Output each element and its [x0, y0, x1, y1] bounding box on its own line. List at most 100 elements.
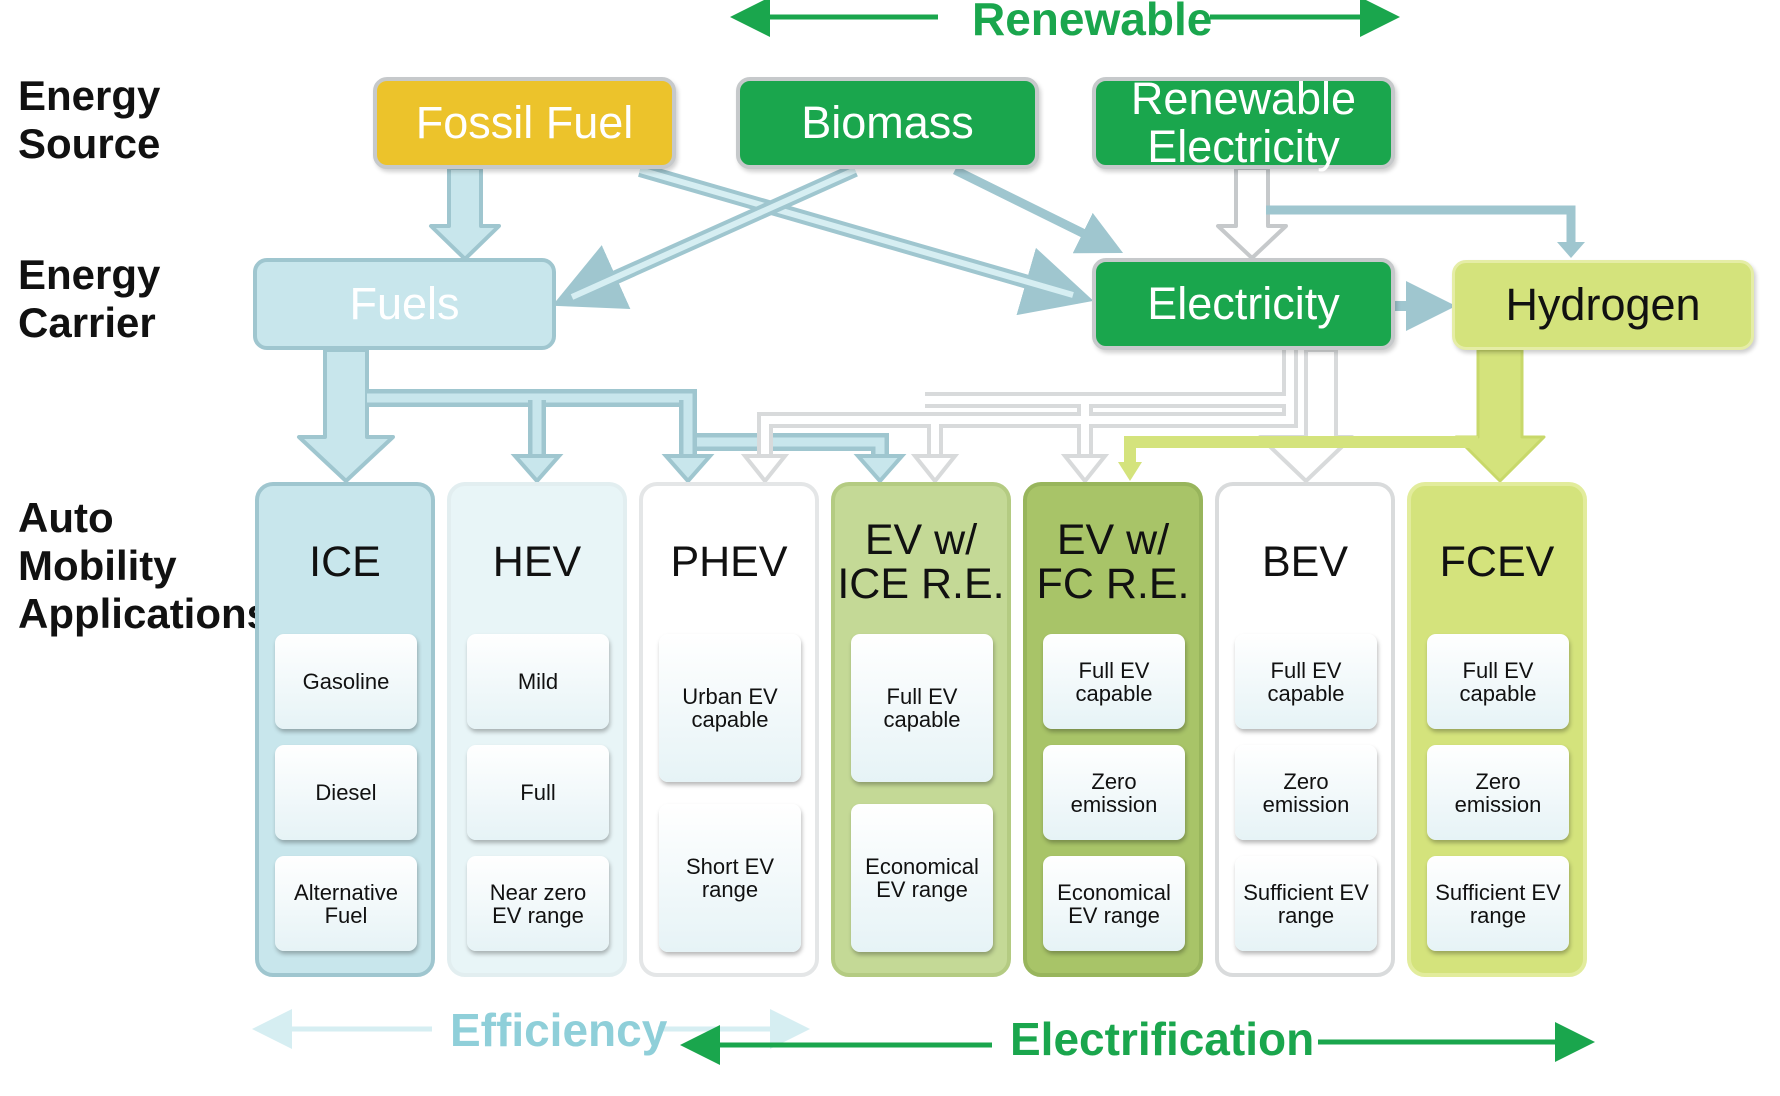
application-hev-item-mild: Mild: [467, 634, 609, 729]
item-text: Economical: [865, 854, 979, 879]
application-ice-item-diesel: Diesel: [275, 745, 417, 840]
item-text: Full: [520, 780, 556, 805]
item-text: capable: [883, 707, 961, 732]
source-renewable-label-line1: Renewable: [1130, 73, 1357, 124]
application-phev: PHEV Urban EV capable Short EV range: [639, 482, 819, 977]
item-text: emission: [1262, 791, 1350, 817]
application-hev-item-full: Full: [467, 745, 609, 840]
arrow-renewable-to-electricity: [1216, 166, 1288, 260]
item-text: Mild: [517, 669, 559, 694]
carrier-electricity: Electricity: [1092, 258, 1395, 350]
application-bev-title-text: BEV: [1261, 538, 1349, 586]
application-ev-ice-re-item-economical: Economical EV range: [851, 804, 993, 952]
application-bev-item-sufficient-ev: Sufficient EV range: [1235, 856, 1377, 951]
application-phev-title: PHEV: [643, 540, 815, 584]
application-ice: ICE Gasoline Diesel Alternative Fuel: [255, 482, 435, 977]
arrow-hydrogen-to-evfc: [1124, 436, 1478, 464]
application-ev-fc-re: EV w/ FC R.E. Full EV capable Zero emissio…: [1023, 482, 1203, 977]
row-label-energy-source-line2: Source: [18, 120, 161, 167]
carrier-hydrogen-label: Hydrogen: [1505, 279, 1701, 330]
arrow-electricity-to-evice-head: [910, 454, 960, 485]
application-ev-fc-re-item-economical: Economical EV range: [1043, 856, 1185, 951]
row-label-energy-source: Energy Source: [18, 72, 160, 168]
carrier-fuels: Fuels: [253, 258, 556, 350]
item-text: Economical: [1057, 879, 1171, 905]
application-fcev-item-full-ev: Full EV capable: [1427, 634, 1569, 729]
row-label-applications-line1: Auto: [18, 494, 114, 541]
application-fcev-title: FCEV: [1411, 540, 1583, 584]
application-hev-title-text: HEV: [492, 538, 582, 586]
source-renewable-electricity: Renewable Electricity: [1092, 73, 1395, 172]
item-text: Fuel: [324, 902, 368, 928]
application-hev-title: HEV: [451, 540, 623, 584]
arrow-fuels-to-phev-head: [661, 454, 715, 485]
arrow-electricity-to-phev-head: [740, 454, 790, 485]
arrow-biomass-to-electricity: [953, 165, 1124, 254]
item-text: Sufficient EV: [1435, 879, 1561, 905]
item-text: capable: [1075, 680, 1153, 706]
row-label-energy-carrier: Energy Carrier: [18, 251, 160, 347]
item-text: Full EV: [1078, 657, 1150, 683]
item-text: Full EV: [886, 684, 958, 709]
item-text: range: [701, 877, 759, 902]
item-text: Zero: [1091, 768, 1137, 794]
arrow-renewable-to-hydrogen: [1266, 205, 1576, 242]
electrification-axis-label: Electrification: [1010, 1013, 1315, 1065]
item-text: EV range: [1068, 902, 1160, 928]
application-ice-item-alternative-fuel: Alternative Fuel: [275, 856, 417, 951]
application-ev-ice-re-item-full-ev: Full EV capable: [851, 634, 993, 782]
application-ev-ice-re: EV w/ ICE R.E. Full EV capable Economical…: [831, 482, 1011, 977]
row-label-energy-carrier-line2: Carrier: [18, 299, 156, 346]
arrow-electricity-to-evfc-head: [1060, 454, 1110, 485]
application-ev-ice-re-title: EV w/ ICE R.E.: [835, 518, 1007, 606]
application-hev: HEV Mild Full Near zero EV range: [447, 482, 627, 977]
arrow-fuels-to-evice-head: [853, 454, 907, 485]
item-text: Near zero: [489, 879, 587, 905]
arrow-fossil-to-electricity-inner: [639, 167, 1074, 298]
row-label-applications-line2: Mobility: [18, 542, 177, 589]
item-text: Short EV: [685, 854, 775, 879]
source-fossil-fuel-label: Fossil Fuel: [415, 97, 634, 148]
arrow-fossil-to-fuels: [429, 166, 501, 261]
item-text: range: [1469, 902, 1527, 928]
application-fcev-item-sufficient-ev: Sufficient EV range: [1427, 856, 1569, 951]
arrow-fuels-to-hev-head: [510, 454, 564, 485]
efficiency-axis-label: Efficiency: [450, 1004, 668, 1056]
application-phev-title-text: PHEV: [670, 538, 788, 586]
application-hev-item-near-zero: Near zero EV range: [467, 856, 609, 951]
source-fossil-fuel: Fossil Fuel: [373, 77, 676, 169]
item-text: Zero: [1283, 768, 1329, 794]
application-ev-ice-re-title-line1: EV w/: [864, 516, 978, 564]
row-label-applications-line3: Applications: [18, 590, 271, 637]
item-text: capable: [1267, 680, 1345, 706]
item-text: Diesel: [315, 780, 377, 805]
application-bev-title: BEV: [1219, 540, 1391, 584]
carrier-hydrogen: Hydrogen: [1452, 260, 1754, 350]
renewable-axis-label: Renewable: [972, 0, 1213, 45]
application-ev-fc-re-title: EV w/ FC R.E.: [1027, 518, 1199, 606]
application-fcev-title-text: FCEV: [1439, 538, 1555, 586]
source-biomass-label: Biomass: [801, 97, 974, 148]
application-phev-item-short-ev: Short EV range: [659, 804, 801, 952]
application-ev-fc-re-item-zero-emission: Zero emission: [1043, 745, 1185, 840]
application-ice-item-gasoline: Gasoline: [275, 634, 417, 729]
application-phev-item-urban-ev: Urban EV capable: [659, 634, 801, 782]
source-renewable-label-line2: Electricity: [1147, 121, 1340, 172]
application-fcev: FCEV Full EV capable Zero emission Suffici…: [1407, 482, 1587, 977]
item-text: Gasoline: [302, 669, 390, 694]
application-ev-fc-re-title-line2: FC R.E.: [1036, 560, 1190, 608]
arrow-renewable-to-hydrogen-head: [1557, 242, 1585, 258]
application-bev-item-zero-emission: Zero emission: [1235, 745, 1377, 840]
application-ice-title-text: ICE: [309, 538, 381, 586]
application-ev-ice-re-title-line2: ICE R.E.: [837, 560, 1005, 608]
application-ev-fc-re-item-full-ev: Full EV capable: [1043, 634, 1185, 729]
item-text: emission: [1454, 791, 1542, 817]
item-text: EV range: [492, 902, 584, 928]
row-label-energy-source-line1: Energy: [18, 72, 161, 119]
arrow-hydrogen-to-fcev: [1454, 348, 1546, 483]
application-bev-item-full-ev: Full EV capable: [1235, 634, 1377, 729]
arrow-electricity-branch-inner: [761, 350, 1294, 458]
item-text: range: [1277, 902, 1335, 928]
application-ev-fc-re-title-line1: EV w/: [1056, 516, 1170, 564]
